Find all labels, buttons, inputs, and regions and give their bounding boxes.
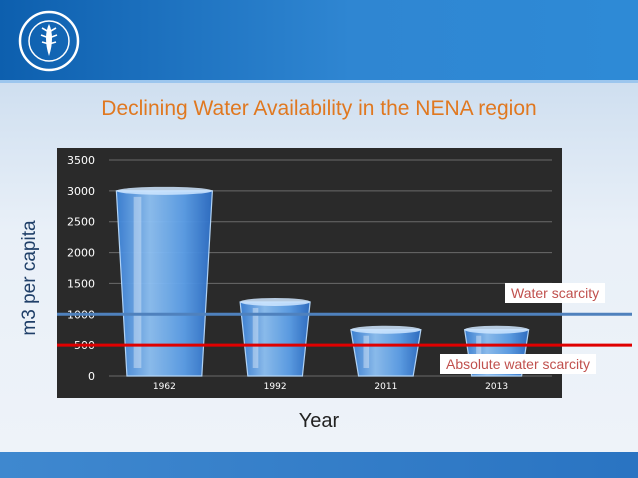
fao-logo-icon — [18, 10, 80, 72]
y-tick-label: 1500 — [67, 277, 95, 290]
x-tick-label: 2013 — [485, 382, 508, 392]
y-tick-label: 2500 — [67, 216, 95, 229]
glass-rim — [350, 325, 421, 334]
bar-glass-2011 — [350, 329, 422, 377]
glass-highlight — [252, 307, 259, 368]
water-scarcity-label: Water scarcity — [505, 283, 606, 303]
y-axis-title-text: m3 per capita — [19, 220, 40, 336]
glass-rim — [116, 186, 213, 195]
y-tick-label: 3500 — [67, 154, 95, 167]
glass-rim — [240, 297, 311, 306]
y-tick-label: 3000 — [67, 185, 95, 198]
y-tick-label: 500 — [74, 339, 95, 352]
svg-text:m3 per capita: m3 per capita — [19, 220, 40, 336]
x-tick-label: 1962 — [153, 382, 176, 392]
header-divider — [0, 80, 638, 83]
x-tick-label: 2011 — [374, 382, 397, 392]
x-tick-label: 1992 — [264, 382, 287, 392]
x-axis-title: Year — [298, 410, 340, 432]
glass-highlight — [476, 335, 482, 368]
y-tick-label: 0 — [88, 370, 95, 383]
glass-rim — [464, 325, 529, 334]
absolute-water-scarcity-label: Absolute water scarcity — [440, 354, 596, 374]
slide-title: Declining Water Availability in the NENA… — [101, 97, 537, 120]
y-tick-label: 2000 — [67, 247, 95, 260]
header-band — [0, 0, 638, 80]
bar-glass-1992 — [239, 301, 311, 377]
y-tick-label: 1000 — [67, 308, 95, 321]
glass-highlight — [363, 335, 370, 368]
y-axis-title: m3 per capita — [19, 220, 40, 336]
bar-glass-1962 — [115, 190, 214, 377]
glass-highlight — [133, 196, 142, 368]
footer-band — [0, 452, 638, 478]
